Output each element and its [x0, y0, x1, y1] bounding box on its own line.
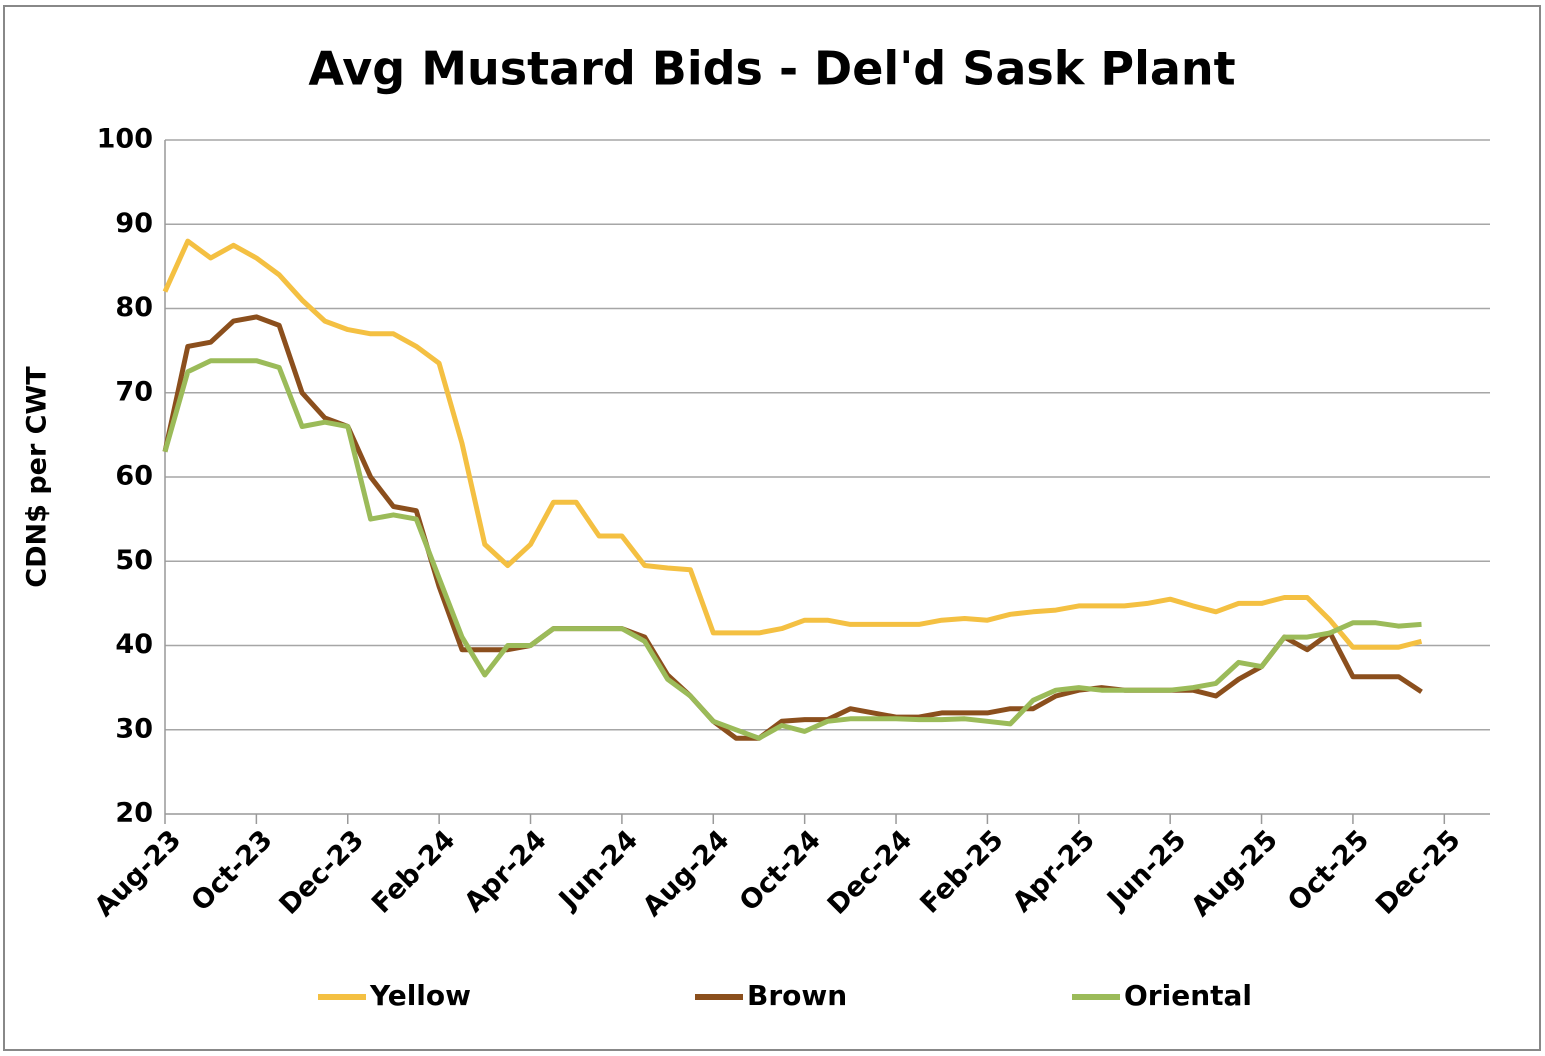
- y-tick-label: 90: [115, 208, 153, 239]
- y-tick-label: 60: [115, 461, 153, 492]
- y-tick-label: 50: [115, 545, 153, 576]
- series-line: [162, 358, 1422, 741]
- y-tick-label: 80: [115, 292, 153, 323]
- legend-label: Yellow: [369, 979, 471, 1012]
- chart-border: [3, 5, 1541, 1051]
- y-tick-label: 40: [115, 629, 153, 660]
- chart-title: Avg Mustard Bids - Del'd Sask Plant: [308, 42, 1235, 96]
- series-line: [162, 314, 1423, 741]
- legend-label: Oriental: [1124, 979, 1252, 1012]
- y-tick-label: 30: [115, 713, 153, 744]
- y-tick-label: 20: [115, 798, 153, 829]
- y-tick-label: 100: [97, 124, 153, 155]
- y-axis-label: CDN$ per CWT: [22, 366, 53, 588]
- series-line: [162, 238, 1423, 650]
- legend-label: Brown: [747, 979, 847, 1012]
- y-tick-label: 70: [115, 376, 153, 407]
